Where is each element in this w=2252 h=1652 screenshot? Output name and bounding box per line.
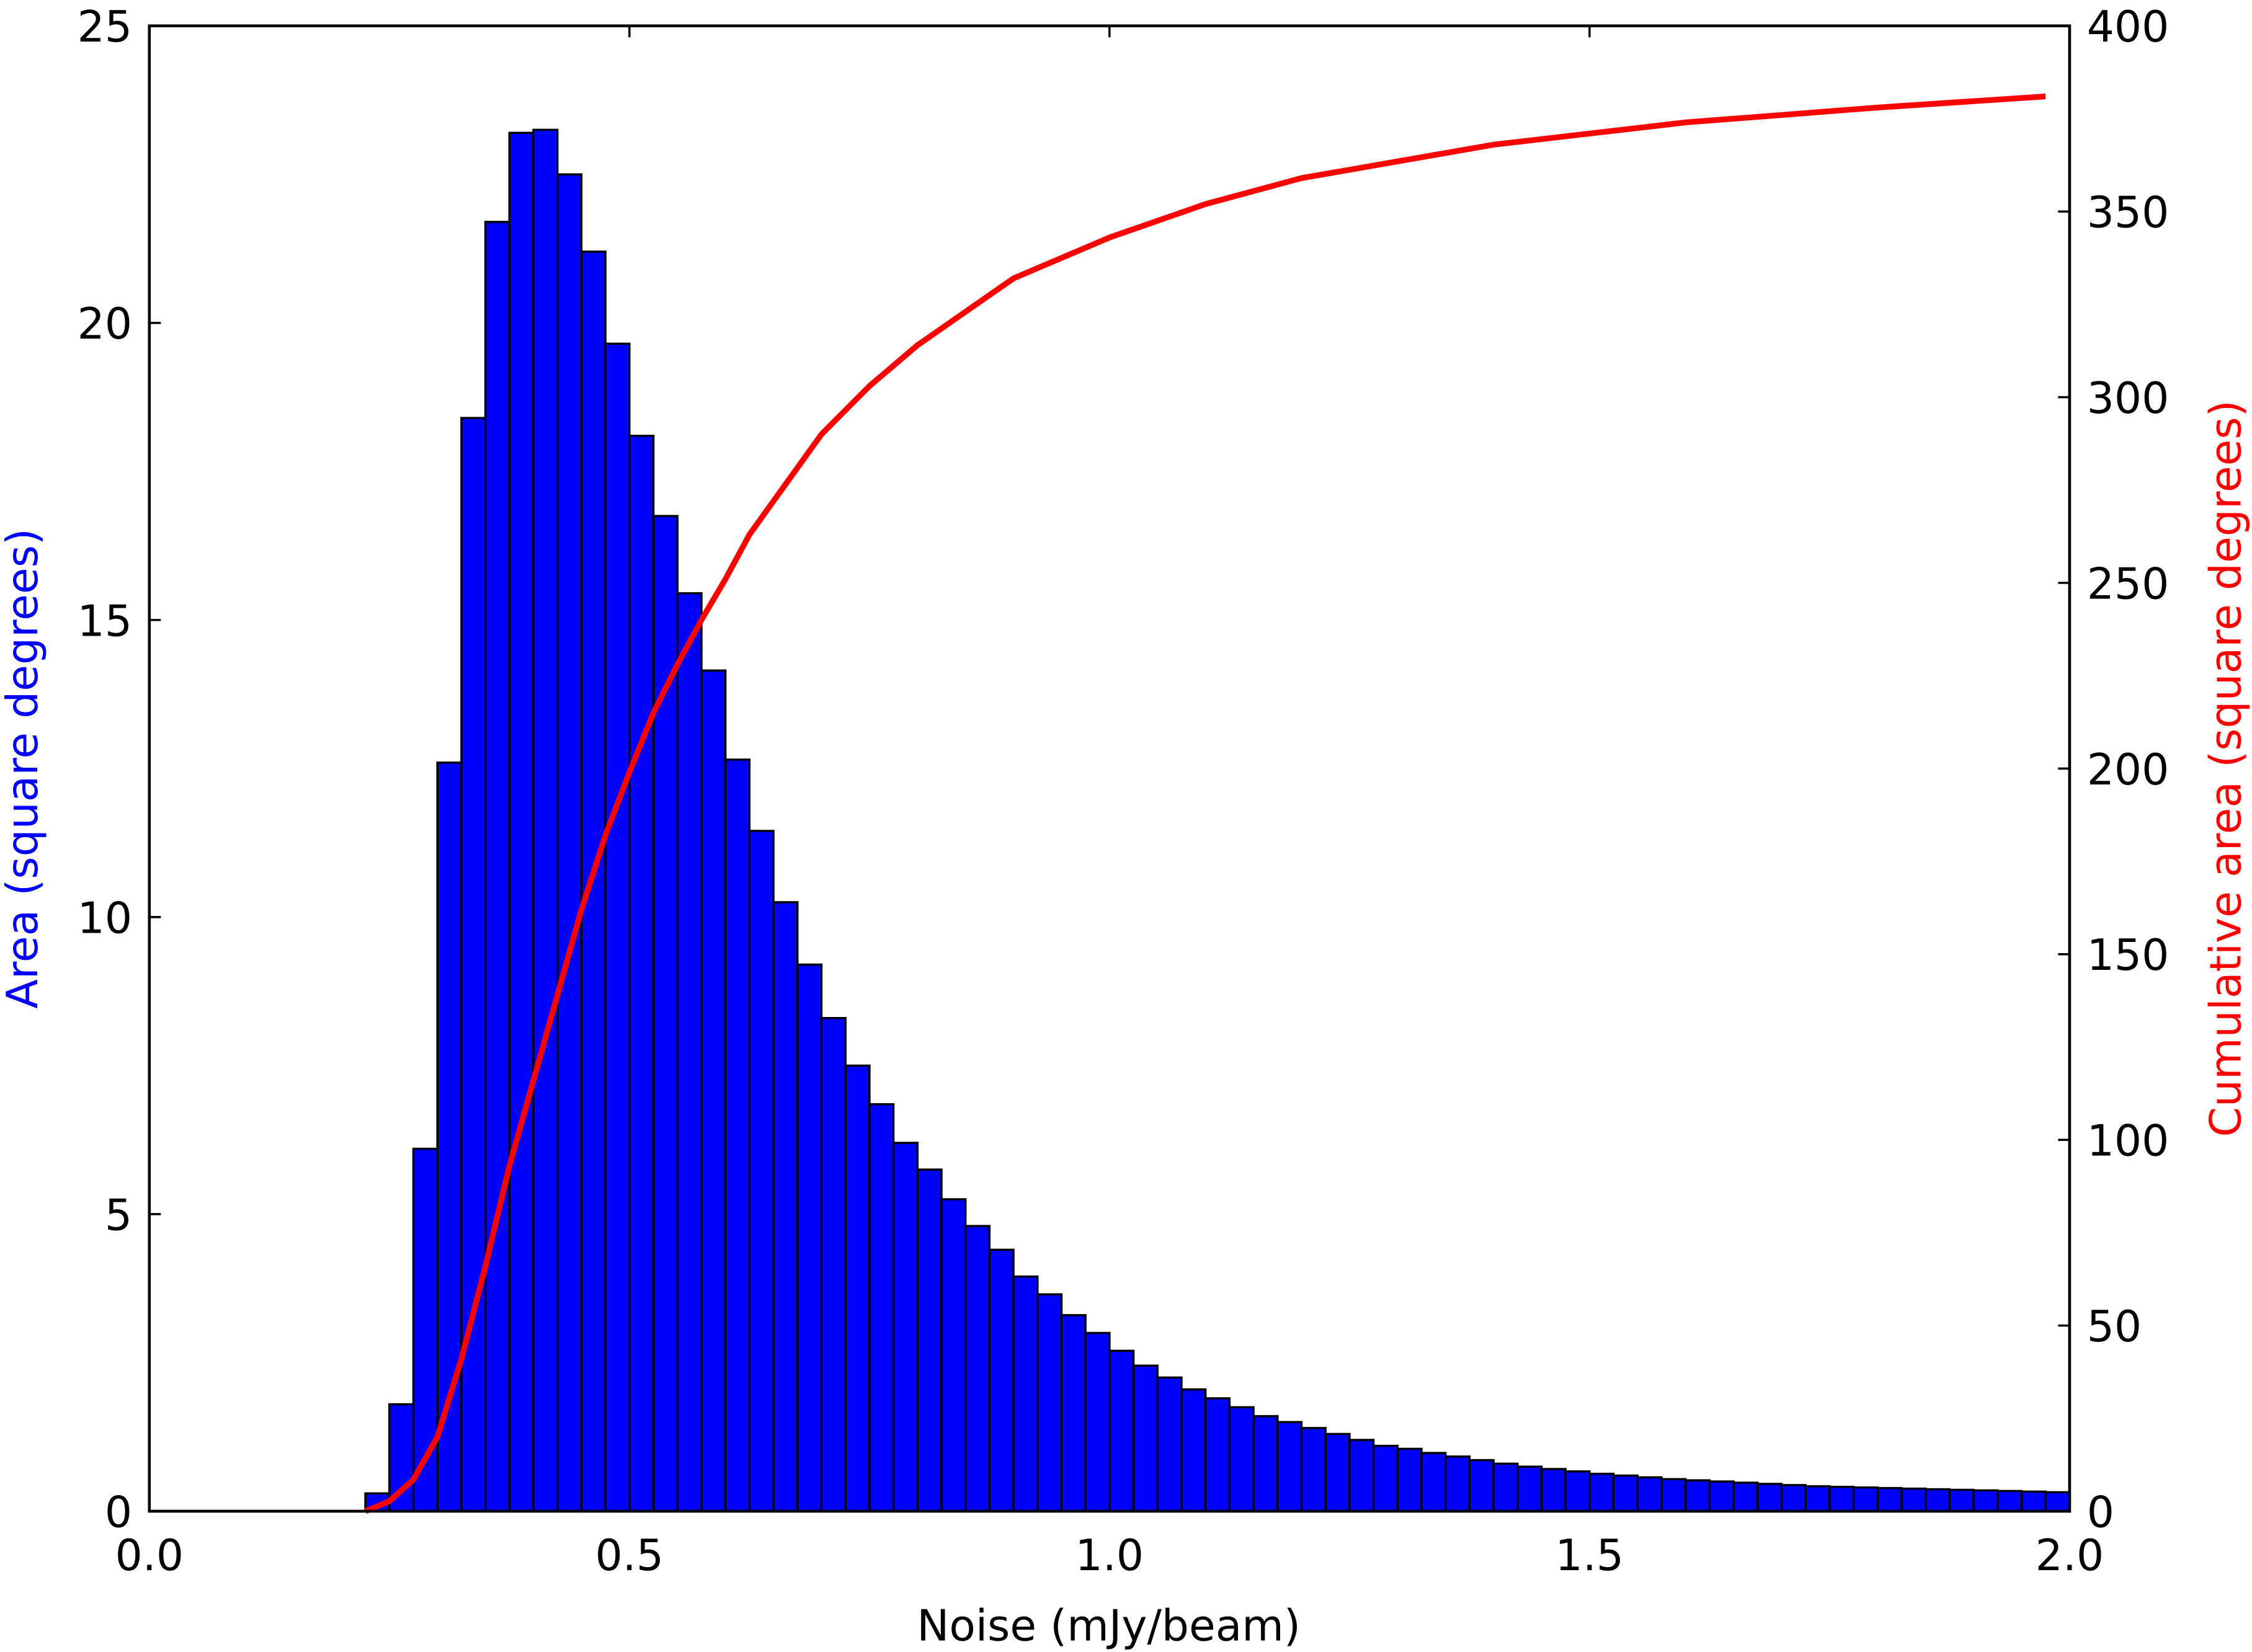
bar <box>1468 1459 1495 1512</box>
bar <box>700 669 727 1512</box>
y2-tick-label: 150 <box>2087 931 2170 980</box>
y-tick-label: 5 <box>105 1191 132 1240</box>
bar <box>1516 1465 1543 1512</box>
x-axis-label: Noise (mJy/beam) <box>917 1601 1301 1651</box>
bar <box>988 1248 1015 1512</box>
bar <box>1348 1439 1375 1512</box>
bar <box>1012 1275 1039 1512</box>
y-tick-label: 10 <box>78 894 132 943</box>
bar <box>1396 1447 1423 1512</box>
x-tick-label: 2.0 <box>2036 1531 2104 1581</box>
x-tick-label: 0.0 <box>115 1531 184 1581</box>
y2-tick-label: 250 <box>2087 559 2170 609</box>
bar <box>820 1017 847 1512</box>
x-tick-label: 0.5 <box>595 1531 664 1581</box>
bar <box>1732 1481 1759 1512</box>
bar <box>844 1064 871 1512</box>
bar <box>1156 1376 1183 1512</box>
bar <box>1660 1478 1687 1512</box>
bar <box>556 173 583 1512</box>
bar <box>1036 1293 1063 1512</box>
bar <box>1612 1474 1639 1512</box>
bar <box>1708 1480 1735 1512</box>
y-axis-label: Area (square degrees) <box>0 528 48 1009</box>
bar <box>1924 1488 1951 1512</box>
bar <box>868 1103 895 1512</box>
y2-tick-label: 200 <box>2087 745 2170 795</box>
bar <box>1564 1470 1591 1512</box>
bar <box>1324 1432 1351 1512</box>
bar <box>1588 1472 1615 1512</box>
bar <box>964 1225 991 1512</box>
bar <box>2044 1491 2071 1512</box>
y2-tick-label: 100 <box>2087 1117 2170 1166</box>
bar <box>1060 1314 1087 1512</box>
bar <box>1084 1331 1111 1512</box>
x-tick-label: 1.0 <box>1075 1531 1144 1581</box>
y2-tick-label: 50 <box>2087 1302 2142 1352</box>
y-tick-label: 20 <box>78 300 132 349</box>
bar <box>532 128 559 1512</box>
bar <box>628 435 655 1512</box>
bar <box>1900 1487 1927 1512</box>
bar <box>508 131 535 1512</box>
bar <box>1780 1484 1807 1512</box>
bar <box>1108 1349 1135 1512</box>
y-tick-label: 25 <box>78 2 132 52</box>
bar <box>1948 1488 1975 1512</box>
bar <box>604 342 631 1512</box>
bar <box>1180 1388 1207 1512</box>
bar <box>1252 1414 1279 1512</box>
bar <box>676 592 703 1512</box>
bar <box>1444 1455 1471 1512</box>
bar <box>1828 1485 1855 1512</box>
bar <box>1972 1489 1999 1512</box>
bar <box>1636 1476 1663 1512</box>
bar <box>1132 1364 1159 1512</box>
y-tick-label: 15 <box>78 597 132 646</box>
y-tick-label: 0 <box>105 1488 132 1537</box>
bar <box>1804 1485 1831 1512</box>
bar <box>1492 1462 1519 1512</box>
bar <box>1756 1483 1783 1512</box>
y2-axis-label: Cumulative area (square degrees) <box>2201 400 2251 1137</box>
bar <box>1540 1468 1567 1512</box>
bar <box>1852 1486 1879 1512</box>
bar <box>724 758 751 1512</box>
y2-tick-label: 300 <box>2087 374 2170 424</box>
bar <box>916 1168 943 1512</box>
bar <box>652 515 679 1512</box>
bar <box>748 830 775 1512</box>
bar <box>2020 1490 2047 1512</box>
bar <box>1996 1490 2023 1512</box>
bar <box>1876 1486 1903 1512</box>
bar <box>1372 1444 1399 1512</box>
cumulative-line <box>364 93 2046 1514</box>
bar <box>1228 1406 1255 1512</box>
bar <box>1204 1397 1231 1512</box>
bar <box>1420 1452 1447 1512</box>
bar <box>796 963 823 1512</box>
bar <box>772 901 799 1512</box>
x-tick-label: 1.5 <box>1555 1531 1624 1581</box>
y2-tick-label: 350 <box>2087 189 2170 238</box>
bar <box>484 221 511 1512</box>
y2-tick-label: 400 <box>2087 2 2170 52</box>
y2-tick-label: 0 <box>2087 1488 2114 1537</box>
bar <box>940 1198 967 1512</box>
bar <box>892 1142 919 1512</box>
bar <box>1300 1427 1327 1512</box>
bar <box>1276 1421 1303 1512</box>
bar <box>1684 1479 1711 1512</box>
